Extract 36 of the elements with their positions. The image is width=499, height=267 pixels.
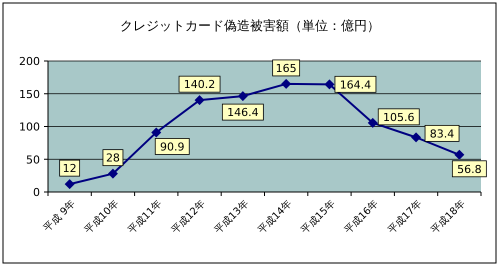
x-tick-label: 平成15年	[298, 198, 338, 236]
data-label: 140.2	[184, 78, 216, 92]
x-tick-label: 平成18年	[428, 198, 468, 236]
point	[324, 79, 334, 90]
point	[151, 127, 162, 138]
data-label: 90.9	[160, 140, 184, 154]
x-tick-label: 平成13年	[212, 198, 251, 236]
x-tick-label: 平成10年	[82, 198, 122, 236]
x-tick-label: 平成14年	[256, 198, 294, 236]
point	[368, 118, 378, 128]
data-label: 105.6	[383, 110, 414, 124]
x-tick-label: 平成12年	[168, 198, 208, 236]
point	[238, 91, 248, 102]
point	[194, 95, 205, 106]
x-tick-label: 平成16年	[342, 198, 381, 236]
point	[411, 132, 422, 142]
data-label: 146.4	[227, 106, 259, 120]
y-tick-label: 0	[33, 186, 40, 199]
point	[64, 179, 75, 190]
point	[281, 78, 292, 89]
y-tick-label: 50	[26, 153, 40, 166]
data-label: 165	[276, 62, 297, 75]
data-label: 83.4	[430, 127, 454, 140]
point	[454, 150, 464, 160]
x-tick-label: 平成 9年	[41, 198, 78, 234]
chart-title: クレジットカード偽造被害額（単位：億円）	[120, 18, 380, 34]
data-label: 28	[106, 152, 120, 165]
data-label: 164.4	[340, 78, 372, 92]
y-tick-label: 100	[19, 120, 40, 134]
x-tick-label: 平成17年	[385, 198, 424, 236]
data-label: 12	[62, 162, 77, 176]
data-label: 56.8	[457, 162, 482, 176]
point	[108, 168, 118, 179]
y-tick-label: 200	[19, 55, 40, 68]
y-tick-label: 150	[19, 88, 40, 101]
x-tick-label: 平成11年	[126, 198, 164, 236]
